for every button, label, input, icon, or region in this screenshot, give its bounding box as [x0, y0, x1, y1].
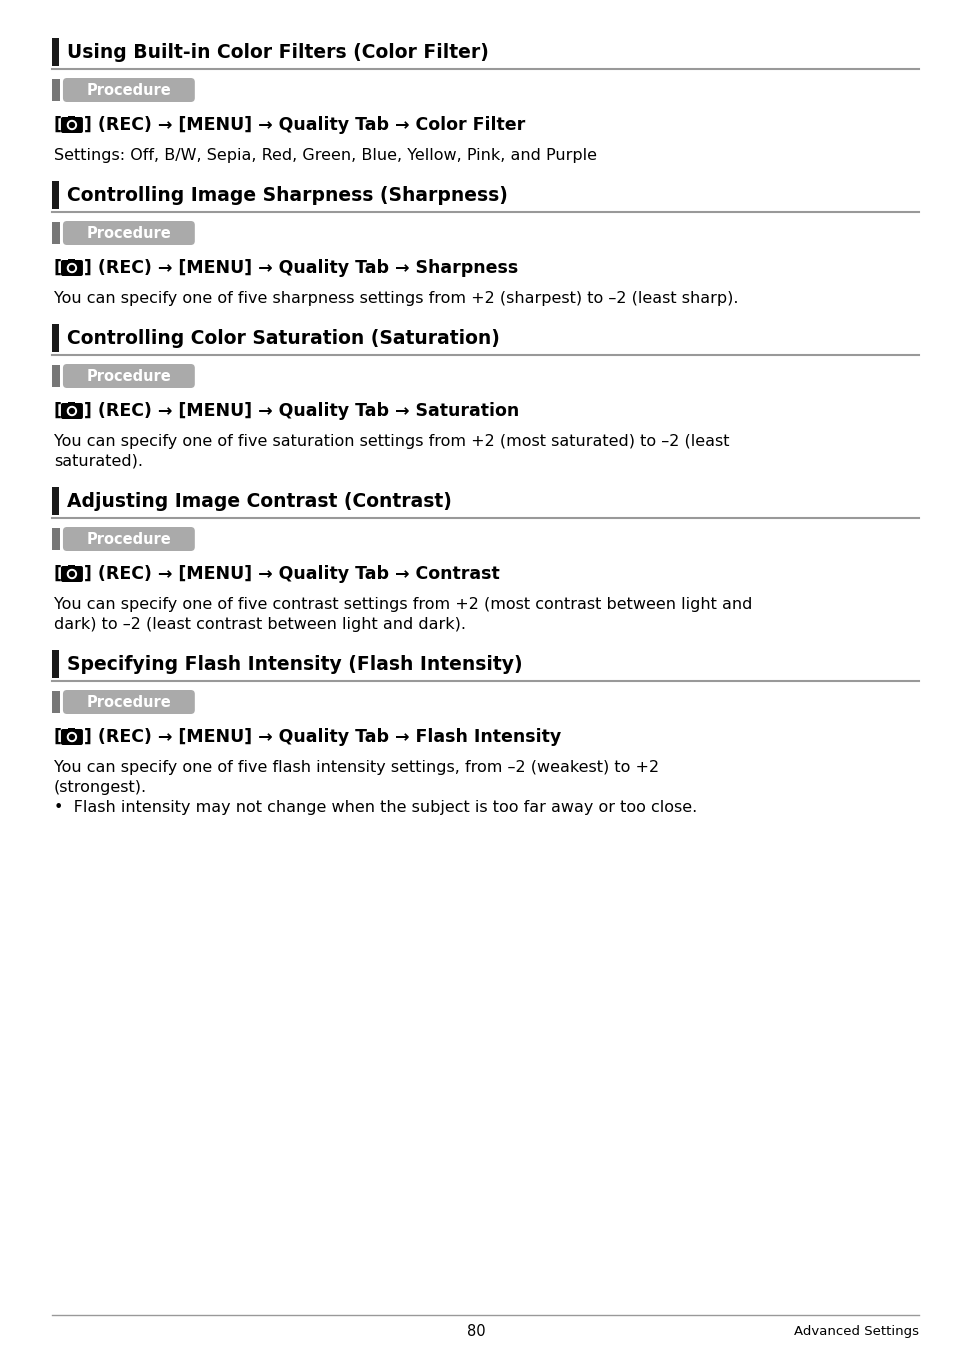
FancyBboxPatch shape [63, 77, 194, 102]
Text: Controlling Image Sharpness (Sharpness): Controlling Image Sharpness (Sharpness) [67, 186, 507, 205]
Bar [51, 487, 59, 516]
FancyBboxPatch shape [63, 221, 194, 246]
Text: ] (REC) → [MENU] → Quality Tab → Color Filter: ] (REC) → [MENU] → Quality Tab → Color F… [84, 115, 524, 134]
Bar [69, 402, 75, 406]
FancyBboxPatch shape [61, 117, 83, 133]
Bar [51, 79, 60, 100]
FancyBboxPatch shape [61, 261, 83, 275]
Circle shape [68, 121, 76, 129]
Bar [51, 365, 60, 387]
Text: [: [ [54, 115, 62, 134]
FancyBboxPatch shape [61, 729, 83, 745]
Text: Procedure: Procedure [87, 83, 172, 98]
FancyBboxPatch shape [61, 403, 83, 419]
Bar [51, 528, 60, 550]
Text: Procedure: Procedure [87, 695, 172, 710]
Circle shape [70, 571, 74, 577]
Text: ] (REC) → [MENU] → Quality Tab → Saturation: ] (REC) → [MENU] → Quality Tab → Saturat… [84, 402, 518, 421]
Circle shape [68, 733, 76, 741]
Text: [: [ [54, 402, 62, 421]
Text: You can specify one of five flash intensity settings, from –2 (weakest) to +2: You can specify one of five flash intens… [54, 760, 659, 775]
Bar [51, 38, 59, 66]
Bar [69, 259, 75, 263]
Text: Controlling Color Saturation (Saturation): Controlling Color Saturation (Saturation… [67, 328, 499, 347]
Bar [69, 565, 75, 569]
Bar [51, 691, 60, 712]
Text: 80: 80 [467, 1323, 485, 1338]
Bar [51, 180, 59, 209]
Circle shape [68, 263, 76, 273]
FancyBboxPatch shape [61, 566, 83, 582]
Text: Advanced Settings: Advanced Settings [793, 1324, 918, 1338]
Text: [: [ [54, 727, 62, 746]
Bar [69, 115, 75, 119]
Text: [: [ [54, 259, 62, 277]
Bar [51, 223, 60, 244]
Circle shape [68, 570, 76, 578]
FancyBboxPatch shape [63, 527, 194, 551]
FancyBboxPatch shape [63, 689, 194, 714]
FancyBboxPatch shape [63, 364, 194, 388]
Circle shape [70, 734, 74, 740]
Text: •  Flash intensity may not change when the subject is too far away or too close.: • Flash intensity may not change when th… [54, 799, 697, 814]
Text: Settings: Off, B/W, Sepia, Red, Green, Blue, Yellow, Pink, and Purple: Settings: Off, B/W, Sepia, Red, Green, B… [54, 148, 597, 163]
Text: dark) to –2 (least contrast between light and dark).: dark) to –2 (least contrast between ligh… [54, 616, 465, 631]
Circle shape [70, 408, 74, 414]
Text: Procedure: Procedure [87, 225, 172, 240]
Text: [: [ [54, 565, 62, 584]
Circle shape [70, 266, 74, 270]
Text: saturated).: saturated). [54, 453, 143, 468]
Text: ] (REC) → [MENU] → Quality Tab → Contrast: ] (REC) → [MENU] → Quality Tab → Contras… [84, 565, 499, 584]
Bar [69, 727, 75, 731]
Text: Procedure: Procedure [87, 369, 172, 384]
Circle shape [70, 122, 74, 128]
Text: (strongest).: (strongest). [54, 779, 147, 794]
Text: Procedure: Procedure [87, 532, 172, 547]
Text: Specifying Flash Intensity (Flash Intensity): Specifying Flash Intensity (Flash Intens… [67, 654, 522, 673]
Text: You can specify one of five contrast settings from +2 (most contrast between lig: You can specify one of five contrast set… [54, 597, 752, 612]
Text: You can specify one of five sharpness settings from +2 (sharpest) to –2 (least s: You can specify one of five sharpness se… [54, 290, 738, 305]
Text: You can specify one of five saturation settings from +2 (most saturated) to –2 (: You can specify one of five saturation s… [54, 433, 729, 449]
Text: ] (REC) → [MENU] → Quality Tab → Sharpness: ] (REC) → [MENU] → Quality Tab → Sharpne… [84, 259, 517, 277]
Text: ] (REC) → [MENU] → Quality Tab → Flash Intensity: ] (REC) → [MENU] → Quality Tab → Flash I… [84, 727, 560, 746]
Bar [51, 650, 59, 678]
Bar [51, 324, 59, 351]
Text: Using Built-in Color Filters (Color Filter): Using Built-in Color Filters (Color Filt… [67, 42, 488, 61]
Text: Adjusting Image Contrast (Contrast): Adjusting Image Contrast (Contrast) [67, 491, 452, 510]
Circle shape [68, 407, 76, 415]
